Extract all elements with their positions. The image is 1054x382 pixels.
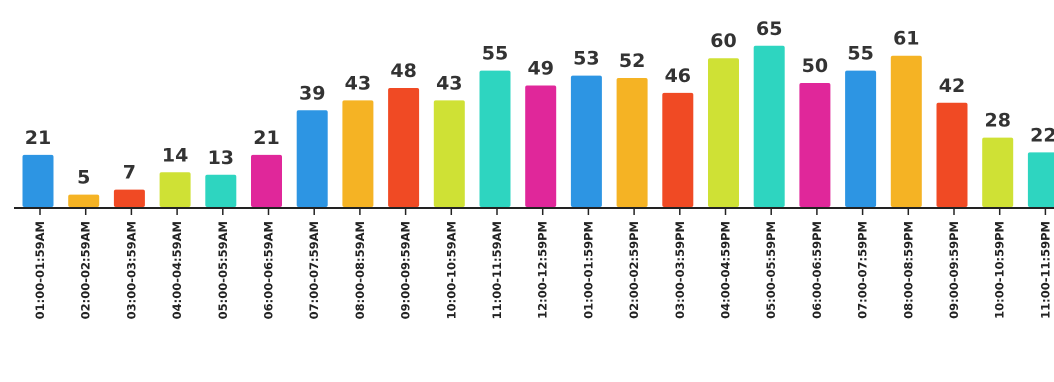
bar-value-label: 53: [573, 48, 599, 70]
x-tick-label: 10:00-10:59AM: [444, 221, 458, 319]
bar: [296, 110, 328, 207]
bar-value-label: 21: [25, 127, 51, 149]
bar: [845, 70, 877, 207]
bar: [342, 100, 374, 207]
bar-value-label: 21: [253, 127, 279, 149]
x-tick-label: 04:00-04:59PM: [719, 221, 733, 319]
x-tick-label: 11:00-11:59PM: [1038, 221, 1052, 319]
x-tick-label: 04:00-04:59AM: [170, 221, 184, 319]
x-tick-label: 10:00-10:59PM: [993, 221, 1007, 319]
bar: [205, 174, 237, 207]
bar-value-label: 60: [710, 30, 736, 52]
bar-value-label: 50: [802, 55, 828, 77]
bar: [113, 189, 145, 207]
bar: [1027, 152, 1054, 207]
x-tick-label: 09:00-09:59AM: [399, 221, 413, 319]
bar: [479, 70, 511, 207]
x-tick-label: 08:00-08:59PM: [901, 221, 915, 319]
x-tick-label: 09:00-09:59PM: [947, 221, 961, 319]
bar-value-label: 13: [208, 147, 234, 169]
bar: [890, 55, 922, 208]
bar: [22, 154, 54, 207]
bar: [616, 78, 648, 207]
bar-value-label: 5: [77, 167, 90, 189]
bar: [159, 172, 191, 207]
bar-value-label: 65: [756, 18, 782, 40]
x-tick-label: 08:00-08:59AM: [353, 221, 367, 319]
bar: [388, 88, 420, 207]
bar: [525, 85, 557, 207]
bar: [251, 154, 282, 207]
x-tick-label: 02:00-02:59AM: [79, 221, 93, 319]
x-tick-label: 07:00-07:59PM: [856, 221, 870, 319]
bar: [753, 45, 785, 207]
x-tick-label: 05:00-05:59AM: [216, 221, 230, 319]
bar-value-label: 42: [939, 75, 965, 97]
x-tick-label: 06:00-06:59PM: [810, 221, 824, 319]
x-tick-label: 01:00-01:59AM: [33, 221, 47, 319]
bar: [570, 75, 602, 207]
bar-value-label: 7: [123, 162, 136, 184]
bar-value-label: 43: [345, 72, 371, 94]
x-tick-label: 06:00-06:59AM: [262, 221, 276, 319]
bar: [799, 83, 831, 207]
x-tick-label: 02:00-02:59PM: [627, 221, 641, 319]
bar: [708, 58, 739, 208]
bar-value-label: 49: [527, 58, 553, 80]
bar-value-label: 14: [162, 144, 188, 166]
x-tick-label: 03:00-03:59PM: [673, 221, 687, 319]
bar: [982, 137, 1014, 207]
bar-value-label: 28: [984, 110, 1010, 132]
bar-value-label: 46: [665, 65, 691, 87]
x-tick-label: 11:00-11:59AM: [490, 221, 504, 319]
x-tick-label: 05:00-05:59PM: [764, 221, 778, 319]
x-tick-label: 03:00-03:59AM: [124, 221, 138, 319]
bar: [662, 92, 694, 207]
bar: [68, 194, 100, 207]
x-tick-label: 12:00-12:59PM: [536, 221, 550, 319]
bar-value-label: 22: [1030, 124, 1054, 146]
bar-value-label: 55: [847, 43, 873, 65]
bar: [433, 100, 465, 207]
bar-value-label: 52: [619, 50, 645, 72]
bar-value-label: 43: [436, 72, 462, 94]
x-tick-label: 01:00-01:59PM: [581, 221, 595, 319]
bar-value-label: 48: [390, 60, 416, 82]
bar-value-label: 39: [299, 82, 325, 104]
x-tick-label: 07:00-07:59AM: [307, 221, 321, 319]
bar-value-label: 61: [893, 28, 919, 50]
bar: [936, 102, 968, 207]
bar-value-label: 55: [482, 43, 508, 65]
